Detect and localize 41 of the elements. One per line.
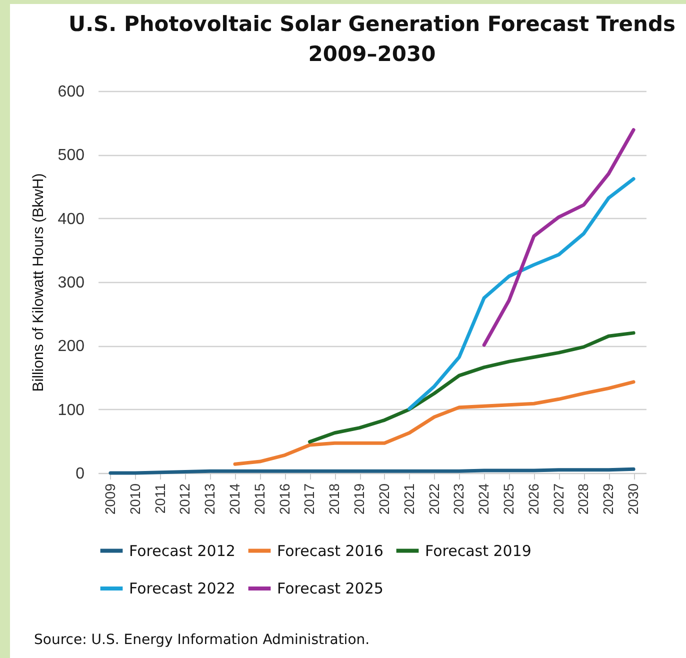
y-tick-label: 200 [58, 338, 85, 356]
x-tick-label: 2015 [251, 483, 268, 515]
x-tick-label: 2011 [152, 483, 168, 514]
x-tick-label: 2016 [276, 483, 292, 515]
source-note: Source: U.S. Energy Information Administration. [34, 632, 370, 648]
x-tick-label: 2028 [575, 483, 592, 515]
legend-label: Forecast 2012 [129, 542, 236, 560]
y-tick-label: 400 [58, 210, 85, 228]
legend-label: Forecast 2022 [129, 580, 236, 598]
y-tick-label: 500 [58, 147, 85, 164]
line-series [233, 380, 636, 466]
y-tick-label: 600 [58, 84, 85, 100]
x-tick-label: 2019 [351, 483, 368, 515]
x-tick-label: 2030 [625, 483, 642, 515]
x-tick-label: 2013 [202, 483, 218, 515]
x-tick-label: 2022 [426, 483, 442, 515]
x-tick-label: 2010 [126, 483, 143, 515]
x-tick-label: 2018 [326, 483, 342, 515]
legend-label: Forecast 2019 [425, 542, 532, 560]
chart-title: U.S. Photovoltaic Solar Generation Forecast Trends 2009–2030 [68, 12, 676, 66]
x-tick-label: 2012 [176, 483, 193, 515]
line-series [482, 128, 636, 347]
x-tick-label: 2023 [450, 483, 467, 515]
line-series [308, 331, 636, 444]
line-series [408, 177, 636, 410]
x-tick-label: 2014 [226, 483, 242, 515]
x-tick-label: 2021 [400, 483, 417, 515]
y-tick-label: 100 [58, 402, 85, 419]
x-tick-label: 2017 [301, 483, 318, 515]
y-tick-label: 0 [76, 466, 85, 482]
y-tick-label: 300 [58, 274, 85, 292]
x-tick-label: 2020 [376, 483, 392, 515]
legend-label: Forecast 2025 [277, 580, 384, 598]
y-axis-title: Billions of Kilowatt Hours (BkwH) [30, 173, 47, 392]
x-tick-label: 2024 [476, 483, 492, 515]
x-tick-label: 2025 [500, 483, 516, 515]
x-tick-label: 2026 [525, 483, 542, 515]
x-tick-label: 2027 [550, 483, 566, 515]
x-tick-label: 2029 [600, 483, 616, 515]
x-tick-label: 2009 [102, 483, 118, 515]
legend-label: Forecast 2016 [277, 542, 384, 560]
